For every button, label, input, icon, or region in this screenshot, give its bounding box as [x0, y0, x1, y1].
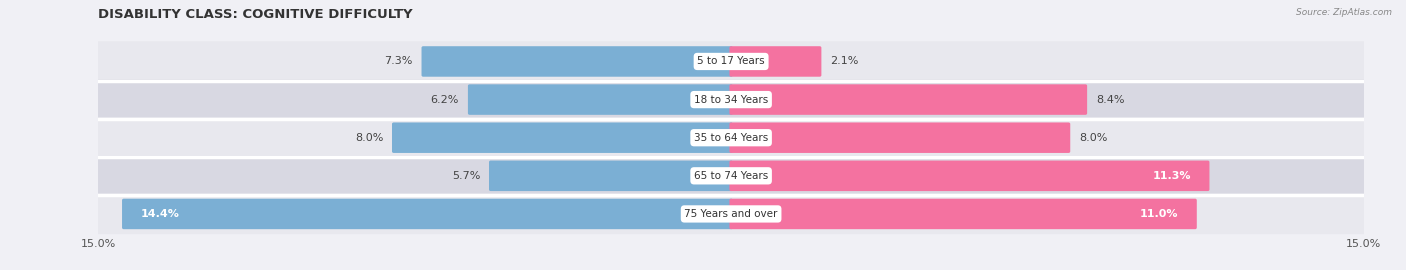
Text: 65 to 74 Years: 65 to 74 Years [695, 171, 768, 181]
Text: 5.7%: 5.7% [451, 171, 479, 181]
Text: DISABILITY CLASS: COGNITIVE DIFFICULTY: DISABILITY CLASS: COGNITIVE DIFFICULTY [98, 8, 413, 21]
Text: 11.3%: 11.3% [1153, 171, 1191, 181]
Text: 8.4%: 8.4% [1097, 94, 1125, 104]
FancyBboxPatch shape [730, 199, 1197, 229]
FancyBboxPatch shape [96, 117, 1365, 158]
Text: 6.2%: 6.2% [430, 94, 458, 104]
FancyBboxPatch shape [96, 79, 1365, 120]
FancyBboxPatch shape [122, 199, 733, 229]
FancyBboxPatch shape [392, 123, 733, 153]
FancyBboxPatch shape [489, 161, 733, 191]
FancyBboxPatch shape [730, 84, 1087, 115]
Text: 7.3%: 7.3% [384, 56, 413, 66]
Text: 11.0%: 11.0% [1140, 209, 1178, 219]
Text: 14.4%: 14.4% [141, 209, 180, 219]
Text: 75 Years and over: 75 Years and over [685, 209, 778, 219]
Text: 5 to 17 Years: 5 to 17 Years [697, 56, 765, 66]
Text: Source: ZipAtlas.com: Source: ZipAtlas.com [1296, 8, 1392, 17]
FancyBboxPatch shape [96, 41, 1365, 82]
FancyBboxPatch shape [730, 46, 821, 77]
Text: 2.1%: 2.1% [830, 56, 859, 66]
FancyBboxPatch shape [468, 84, 733, 115]
Text: 18 to 34 Years: 18 to 34 Years [695, 94, 768, 104]
FancyBboxPatch shape [730, 123, 1070, 153]
FancyBboxPatch shape [96, 156, 1365, 196]
Text: 8.0%: 8.0% [354, 133, 382, 143]
FancyBboxPatch shape [422, 46, 733, 77]
FancyBboxPatch shape [730, 161, 1209, 191]
Text: 8.0%: 8.0% [1078, 133, 1108, 143]
Text: 35 to 64 Years: 35 to 64 Years [695, 133, 768, 143]
FancyBboxPatch shape [96, 194, 1365, 234]
